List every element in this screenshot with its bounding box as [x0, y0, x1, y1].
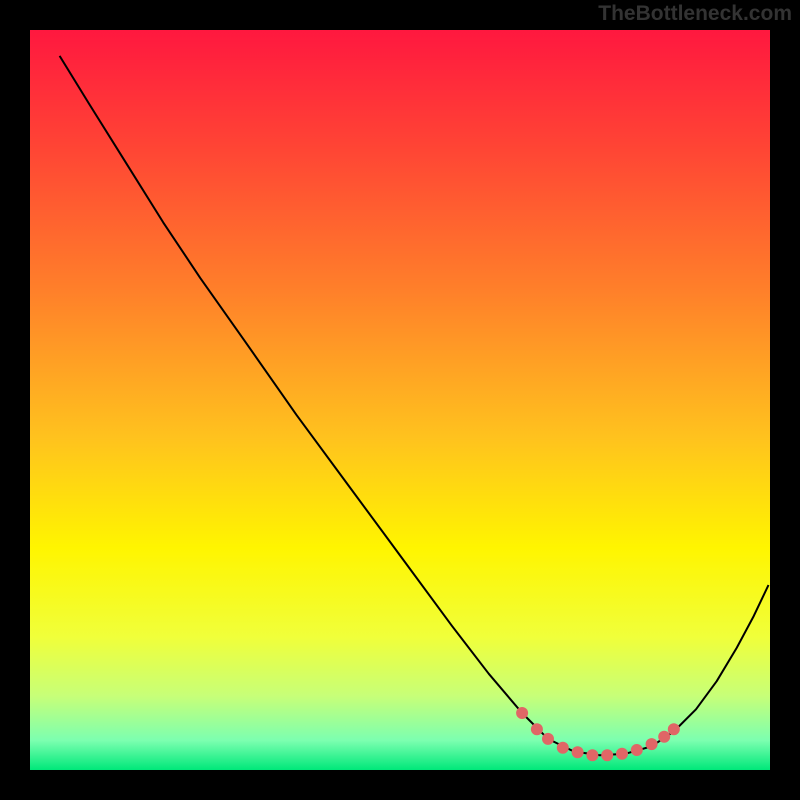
curve-marker — [516, 707, 528, 719]
curve-marker — [646, 738, 658, 750]
curve-marker — [531, 723, 543, 735]
chart-svg — [0, 0, 800, 800]
curve-marker — [542, 733, 554, 745]
watermark-text: TheBottleneck.com — [598, 2, 792, 26]
curve-marker — [557, 742, 569, 754]
curve-marker — [572, 746, 584, 758]
curve-marker — [586, 749, 598, 761]
chart-plot-area — [30, 30, 770, 770]
chart-container: TheBottleneck.com — [0, 0, 800, 800]
curve-marker — [631, 744, 643, 756]
curve-marker — [658, 731, 670, 743]
curve-marker — [668, 723, 680, 735]
curve-marker — [601, 749, 613, 761]
curve-marker — [616, 748, 628, 760]
